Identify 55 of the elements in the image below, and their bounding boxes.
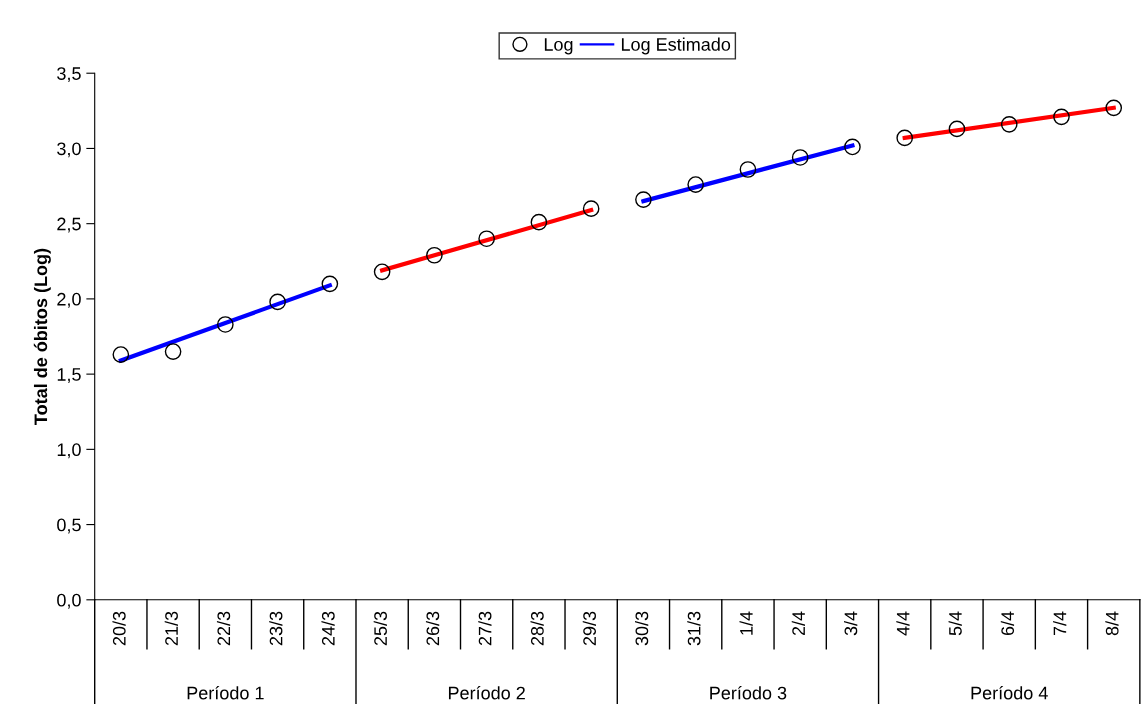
point (844, 138, 861, 156)
point (582, 200, 600, 217)
point (269, 293, 286, 311)
x-tick-label: 1/4 (739, 611, 753, 635)
point (1053, 108, 1070, 126)
x-tick-label: 29/3 (582, 611, 596, 646)
x-tick-label: 6/4 (1000, 611, 1015, 636)
x-tick-label: 28/3 (530, 611, 544, 646)
x-tick-label: 26/3 (425, 611, 440, 646)
point (948, 120, 966, 138)
y-tick-label: 3,5 (57, 67, 81, 83)
y-axis-title: Total de óbitos (Log) (33, 248, 51, 425)
point (1105, 99, 1123, 117)
point (896, 129, 914, 147)
point (791, 149, 809, 166)
x-tick-label: 20/3 (112, 611, 126, 646)
x-tick-label: 5/4 (948, 611, 962, 636)
text: Período 2 (448, 685, 525, 700)
point (739, 161, 757, 178)
x-tick-label: 31/3 (687, 611, 701, 646)
point (217, 316, 234, 333)
point (112, 346, 130, 363)
y-tick-label: 2,0 (57, 292, 81, 308)
legend-label: Log Estimado (621, 37, 731, 55)
point (478, 230, 495, 248)
x-tick-label: 21/3 (164, 611, 178, 646)
text: Período 1 (187, 685, 264, 700)
y-tick-label: 3,0 (57, 142, 81, 158)
legend-label: Log (544, 38, 573, 55)
text: Período 3 (710, 685, 787, 700)
point (1000, 116, 1018, 133)
y-tick-label: 0,0 (57, 593, 81, 609)
point (687, 176, 705, 193)
point (321, 275, 339, 293)
x-tick-label: 3/4 (844, 611, 858, 636)
x-tick-label: 7/4 (1053, 611, 1067, 636)
x-tick-label: 24/3 (321, 611, 335, 646)
point (164, 343, 182, 360)
x-tick-label: 25/3 (373, 611, 387, 646)
point (635, 191, 652, 208)
point (530, 213, 548, 231)
text: Período 4 (971, 685, 1048, 700)
point (373, 263, 391, 281)
point (426, 246, 443, 264)
y-tick-label: 1,0 (57, 443, 81, 459)
x-tick-label: 2/4 (791, 611, 806, 636)
x-tick-label: 30/3 (634, 611, 649, 646)
x-tick-label: 22/3 (216, 611, 231, 646)
x-tick-label: 4/4 (896, 611, 910, 636)
x-tick-label: 23/3 (269, 611, 283, 646)
y-tick-label: 0,5 (57, 518, 81, 534)
x-tick-label: 27/3 (478, 611, 492, 646)
y-tick-label: 1,5 (57, 368, 81, 383)
y-tick-label: 2,5 (57, 217, 81, 233)
x-tick-label: 8/4 (1105, 611, 1119, 636)
